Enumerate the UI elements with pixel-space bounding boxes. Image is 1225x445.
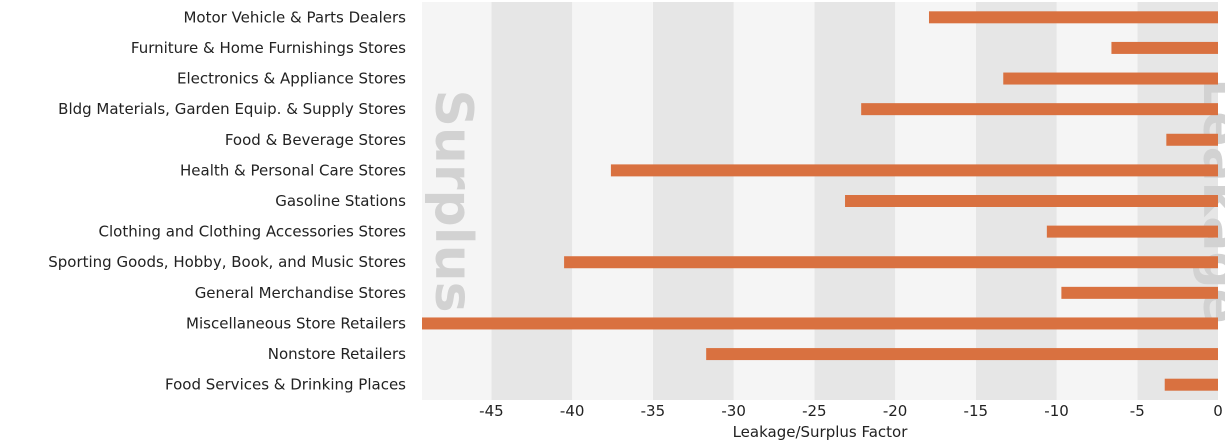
bar bbox=[1061, 286, 1218, 299]
x-tick-label: -45 bbox=[479, 402, 504, 420]
bar-series bbox=[422, 11, 1218, 391]
x-tick-label: -25 bbox=[802, 402, 827, 420]
x-tick-label: -5 bbox=[1130, 402, 1145, 420]
x-tick-label: -15 bbox=[964, 402, 989, 420]
category-label: Gasoline Stations bbox=[275, 192, 406, 210]
x-axis-title: Leakage/Surplus Factor bbox=[733, 423, 909, 441]
category-label: Bldg Materials, Garden Equip. & Supply S… bbox=[58, 100, 406, 118]
bar bbox=[422, 317, 1218, 330]
grid-band bbox=[652, 2, 734, 400]
x-tick-label: -30 bbox=[721, 402, 746, 420]
bar bbox=[861, 103, 1218, 116]
bar bbox=[564, 256, 1218, 269]
surplus-watermark: Surplus bbox=[423, 89, 483, 312]
bar bbox=[1003, 72, 1218, 85]
category-label: Electronics & Appliance Stores bbox=[177, 70, 406, 88]
bar bbox=[845, 195, 1218, 207]
bar bbox=[1111, 41, 1218, 54]
bar bbox=[928, 11, 1218, 24]
bar bbox=[706, 348, 1218, 361]
x-tick-label: -40 bbox=[560, 402, 585, 420]
category-label: Food & Beverage Stores bbox=[225, 131, 406, 149]
x-tick-label: -20 bbox=[883, 402, 908, 420]
category-label: Furniture & Home Furnishings Stores bbox=[131, 39, 406, 57]
category-label: Clothing and Clothing Accessories Stores bbox=[99, 223, 407, 241]
bar bbox=[610, 164, 1218, 177]
grid-band bbox=[422, 2, 492, 400]
category-labels: Motor Vehicle & Parts Dealers Furniture &… bbox=[48, 8, 406, 393]
x-tick-labels: -45 -40 -35 -30 -25 -20 -15 -10 -5 0 bbox=[479, 402, 1223, 420]
bar bbox=[1046, 225, 1218, 238]
bar bbox=[1164, 378, 1218, 391]
grid-band bbox=[491, 2, 573, 400]
category-label: Motor Vehicle & Parts Dealers bbox=[183, 8, 406, 26]
category-label: General Merchandise Stores bbox=[195, 284, 406, 302]
grid-band bbox=[733, 2, 815, 400]
category-label: Health & Personal Care Stores bbox=[180, 161, 406, 179]
category-label: Miscellaneous Store Retailers bbox=[186, 314, 406, 332]
category-label: Sporting Goods, Hobby, Book, and Music S… bbox=[48, 253, 406, 271]
grid-band bbox=[572, 2, 653, 400]
bar bbox=[1166, 133, 1218, 146]
x-tick-label: -35 bbox=[641, 402, 666, 420]
x-tick-label: -10 bbox=[1044, 402, 1069, 420]
x-tick-label: 0 bbox=[1213, 402, 1223, 420]
category-label: Food Services & Drinking Places bbox=[165, 376, 406, 394]
category-label: Nonstore Retailers bbox=[268, 345, 406, 363]
